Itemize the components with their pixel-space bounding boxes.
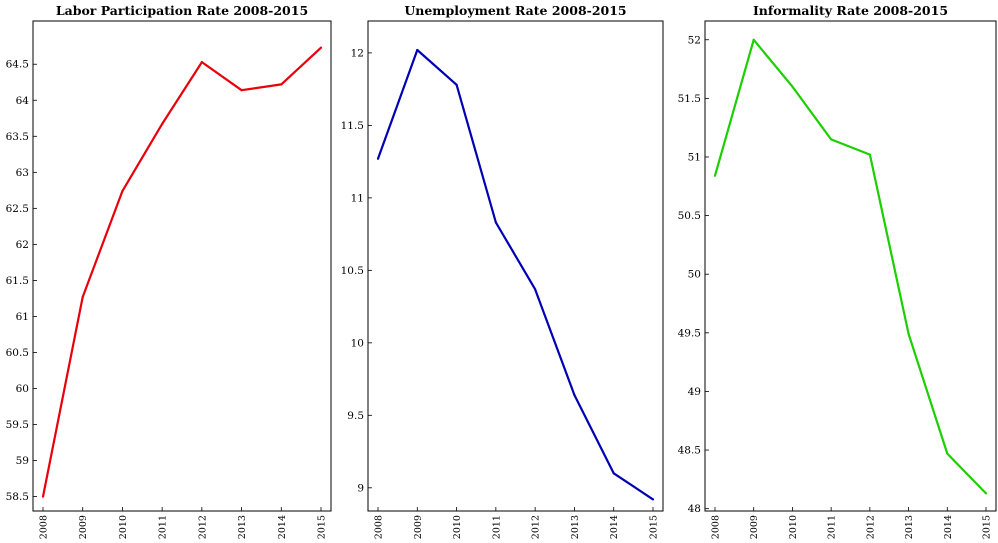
data-point <box>573 393 576 397</box>
data-point <box>946 452 949 455</box>
data-point <box>651 498 655 501</box>
y-tick-label: 64 <box>16 95 30 107</box>
plot-frame <box>704 20 997 512</box>
series-line-1 <box>713 38 987 495</box>
x-tick-label: 2008 <box>39 515 50 539</box>
y-tick-label: 62 <box>16 239 29 251</box>
y-tick-label: 58.5 <box>6 491 29 503</box>
data-point <box>752 38 755 41</box>
data-point <box>830 138 833 141</box>
y-tick-label: 63 <box>16 167 29 179</box>
y-tick-label: 48.5 <box>678 445 701 457</box>
data-point <box>41 495 45 498</box>
x-tick-label: 2015 <box>982 515 993 539</box>
data-point <box>907 332 910 336</box>
y-tick-label: 63.5 <box>6 131 29 143</box>
data-point <box>376 157 380 160</box>
x-tick-label: 2015 <box>649 515 660 539</box>
x-tick-label: 2014 <box>943 515 954 539</box>
y-tick-label: 49 <box>688 386 701 398</box>
y-tick-label: 60.5 <box>6 347 29 359</box>
x-tick-label: 2013 <box>904 515 915 539</box>
data-point <box>319 46 323 49</box>
plot-frame <box>367 20 664 512</box>
x-tick-label: 2008 <box>374 515 385 539</box>
chart-title: Informality Rate 2008-2015 <box>753 3 948 18</box>
x-tick-label: 2012 <box>531 515 542 539</box>
plot-frame <box>32 20 332 512</box>
y-tick-label: 9 <box>357 482 364 494</box>
x-tick-label: 2012 <box>197 515 208 539</box>
x-tick-label: 2010 <box>118 515 129 539</box>
y-tick-label: 64.5 <box>6 59 29 71</box>
y-tick-label: 61.5 <box>6 275 29 287</box>
x-tick-label: 2009 <box>749 515 760 539</box>
x-tick-label: 2013 <box>570 515 581 539</box>
data-point <box>791 85 794 88</box>
y-tick-label: 52 <box>688 34 701 46</box>
data-point <box>416 48 419 52</box>
y-tick-label: 61 <box>16 311 29 323</box>
y-tick-label: 62.5 <box>6 203 29 215</box>
y-tick-label: 51.5 <box>678 93 701 105</box>
x-tick-label: 2009 <box>413 515 424 539</box>
y-tick-label: 11 <box>351 192 364 204</box>
data-point <box>984 492 988 495</box>
chart-panel-1: Labor Participation Rate 2008-2015 58.5 59… <box>6 3 332 539</box>
data-point <box>494 221 497 224</box>
chart-title: Labor Participation Rate 2008-2015 <box>56 3 308 18</box>
chart-panel-2: Unemployment Rate 2008-2015 9 9.5 10 10.5 11 1… <box>341 3 664 539</box>
data-point <box>240 89 243 92</box>
x-tick-label: 2014 <box>609 515 620 539</box>
y-tick-label: 50.5 <box>678 210 701 222</box>
y-tick-label: 51 <box>688 151 701 163</box>
data-point <box>121 189 124 193</box>
data-point <box>81 295 84 299</box>
y-tick-label: 10 <box>351 337 364 349</box>
data-point <box>280 83 283 86</box>
series-line-1 <box>41 46 322 497</box>
x-tick-label: 2011 <box>491 515 502 539</box>
y-tick-label: 10.5 <box>341 265 364 277</box>
y-tick-label: 59 <box>16 455 29 467</box>
y-tick-label: 50 <box>688 269 701 281</box>
data-point <box>868 153 871 156</box>
data-point <box>161 122 164 126</box>
x-tick-label: 2010 <box>788 515 799 539</box>
x-tick-label: 2009 <box>78 515 89 539</box>
data-point <box>534 288 537 291</box>
y-tick-label: 60 <box>16 383 29 395</box>
y-tick-label: 49.5 <box>678 327 701 339</box>
x-tick-label: 2014 <box>277 515 288 539</box>
data-point <box>612 472 615 475</box>
x-tick-label: 2015 <box>317 515 328 539</box>
x-tick-label: 2008 <box>711 515 722 539</box>
y-tick-label: 59.5 <box>6 419 29 431</box>
chart-title: Unemployment Rate 2008-2015 <box>404 3 626 18</box>
data-point <box>713 174 717 177</box>
x-tick-label: 2011 <box>158 515 169 539</box>
x-tick-label: 2010 <box>452 515 463 539</box>
x-tick-label: 2013 <box>237 515 248 539</box>
series-line-1 <box>376 48 654 501</box>
y-tick-label: 48 <box>688 503 701 515</box>
x-tick-label: 2011 <box>827 515 838 539</box>
x-tick-label: 2012 <box>865 515 876 539</box>
chart-panel-3: Informality Rate 2008-2015 48 48.5 49 49.5 50… <box>678 3 997 539</box>
y-tick-label: 12 <box>351 47 364 59</box>
y-tick-label: 9.5 <box>347 410 364 422</box>
y-tick-label: 11.5 <box>341 120 364 132</box>
data-point <box>200 60 203 64</box>
data-point <box>455 83 458 86</box>
